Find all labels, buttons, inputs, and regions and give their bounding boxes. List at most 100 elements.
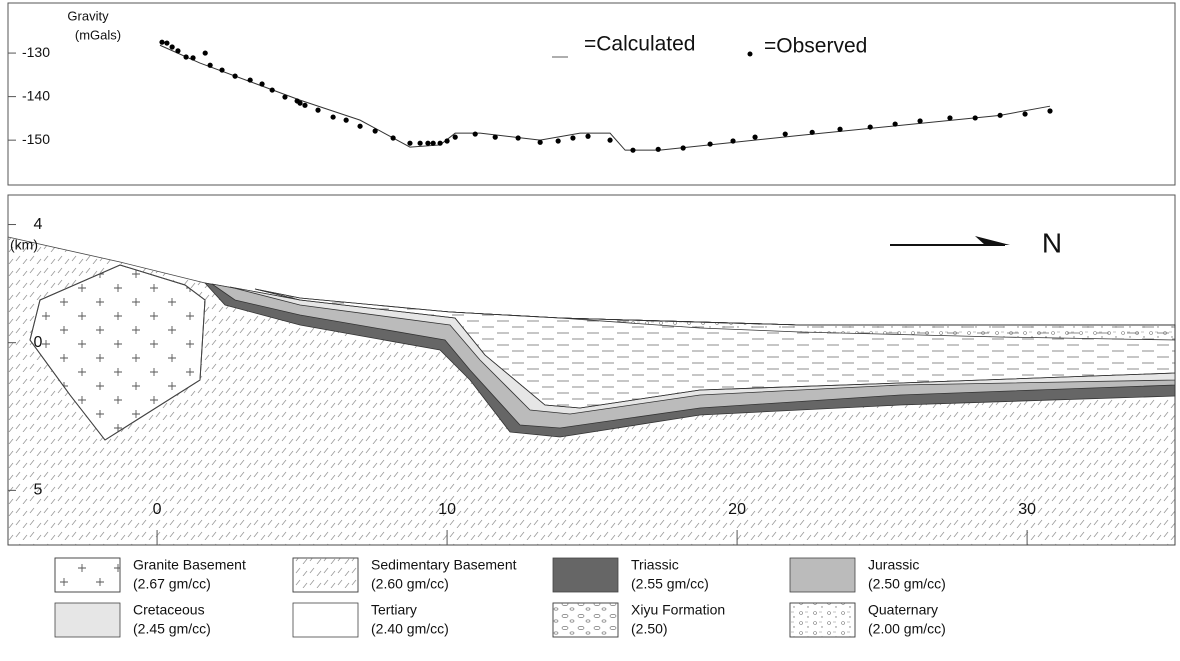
y-tick-label: -140 <box>22 87 50 103</box>
observed-point <box>972 115 978 121</box>
observed-point <box>315 107 321 113</box>
y-label: (mGals) <box>75 27 121 42</box>
observed-point <box>269 87 275 93</box>
observed-point <box>190 55 196 61</box>
observed-point <box>997 112 1003 118</box>
x-tick-label: 10 <box>438 501 456 518</box>
observed-point <box>247 77 253 83</box>
tertiary <box>254 288 1176 409</box>
observed-point <box>1022 111 1028 117</box>
observed-point <box>302 102 308 108</box>
legend-label: =Observed <box>764 35 867 58</box>
observed-point <box>219 67 225 73</box>
quaternary <box>559 317 1176 341</box>
y-label: Gravity <box>67 8 109 23</box>
observed-point <box>330 114 336 120</box>
legend-density: (2.67 gm/cc) <box>133 576 211 592</box>
y-tick-label: -130 <box>22 44 50 60</box>
legend-label: =Calculated <box>584 33 696 56</box>
observed-point <box>472 131 478 137</box>
observed-point <box>515 135 521 141</box>
observed-point <box>437 140 443 146</box>
legend-name: Sedimentary Basement <box>371 557 517 573</box>
observed-point <box>837 126 843 132</box>
legend-swatch <box>789 557 856 593</box>
legend-name: Cretaceous <box>133 602 205 618</box>
observed-point <box>680 145 686 151</box>
legend-swatch <box>292 602 359 638</box>
observed-point <box>169 44 175 50</box>
observed-point <box>282 94 288 100</box>
observed-point <box>430 140 436 146</box>
legend-swatch <box>292 557 359 593</box>
x-tick-label: 0 <box>153 501 162 518</box>
observed-point <box>892 121 898 127</box>
legend-name: Quaternary <box>868 602 938 618</box>
x-tick-label: 20 <box>728 501 746 518</box>
observed-point <box>390 135 396 141</box>
observed-point <box>175 48 181 54</box>
legend-swatch <box>552 557 619 593</box>
legend-density: (2.50 gm/cc) <box>868 576 946 592</box>
legend-density: (2.40 gm/cc) <box>371 621 449 637</box>
observed-point <box>343 117 349 123</box>
legend-density: (2.45 gm/cc) <box>133 621 211 637</box>
observed-point <box>585 133 591 139</box>
legend-swatch <box>789 602 856 638</box>
observed-point <box>809 129 815 135</box>
observed-point <box>570 135 576 141</box>
legend-density: (2.00 gm/cc) <box>868 621 946 637</box>
cross-section: N (km) <box>7 194 1176 546</box>
observed-point <box>259 81 265 87</box>
observed-point <box>752 134 758 140</box>
observed-point <box>537 139 543 145</box>
y-tick-label: 4 <box>34 216 43 233</box>
observed-point <box>232 73 238 79</box>
observed-point <box>207 62 213 68</box>
observed-point <box>164 40 170 46</box>
legend-density: (2.55 gm/cc) <box>631 576 709 592</box>
calculated-line <box>159 44 1051 151</box>
legend-swatch <box>54 602 121 638</box>
x-tick-label: 30 <box>1018 501 1036 518</box>
legend-name: Tertiary <box>371 602 417 618</box>
north-arrow-head <box>975 236 1010 245</box>
observed-point <box>159 39 165 45</box>
observed-point <box>782 131 788 137</box>
y-axis-unit: (km) <box>10 237 38 253</box>
observed-point <box>867 124 873 130</box>
observed-point <box>555 138 561 144</box>
observed-point <box>417 140 423 146</box>
legend-dot-sample <box>747 51 753 57</box>
observed-point <box>452 134 458 140</box>
observed-point <box>297 100 303 106</box>
observed-point <box>630 147 636 153</box>
observed-point <box>607 137 613 143</box>
north-label: N <box>1042 227 1062 258</box>
granite-basement <box>29 264 206 441</box>
legend-name: Jurassic <box>868 557 919 573</box>
observed-point <box>730 138 736 144</box>
observed-point <box>947 115 953 121</box>
observed-point <box>1047 108 1053 114</box>
y-tick-label: 5 <box>34 482 43 499</box>
observed-point <box>444 138 450 144</box>
gravity-frame <box>7 2 1176 186</box>
legend-name: Xiyu Formation <box>631 602 725 618</box>
observed-point <box>372 128 378 134</box>
legend-swatch <box>552 602 619 638</box>
observed-point <box>183 54 189 60</box>
observed-point <box>202 50 208 56</box>
legend-swatch <box>54 557 121 593</box>
observed-point <box>407 140 413 146</box>
observed-point <box>917 118 923 124</box>
legend-density: (2.60 gm/cc) <box>371 576 449 592</box>
legend-name: Granite Basement <box>133 557 246 573</box>
y-tick-label: -150 <box>22 131 50 147</box>
observed-point <box>707 141 713 147</box>
observed-point <box>357 123 363 129</box>
observed-point <box>655 146 661 152</box>
y-tick-label: 0 <box>34 334 43 351</box>
observed-point <box>425 140 431 146</box>
